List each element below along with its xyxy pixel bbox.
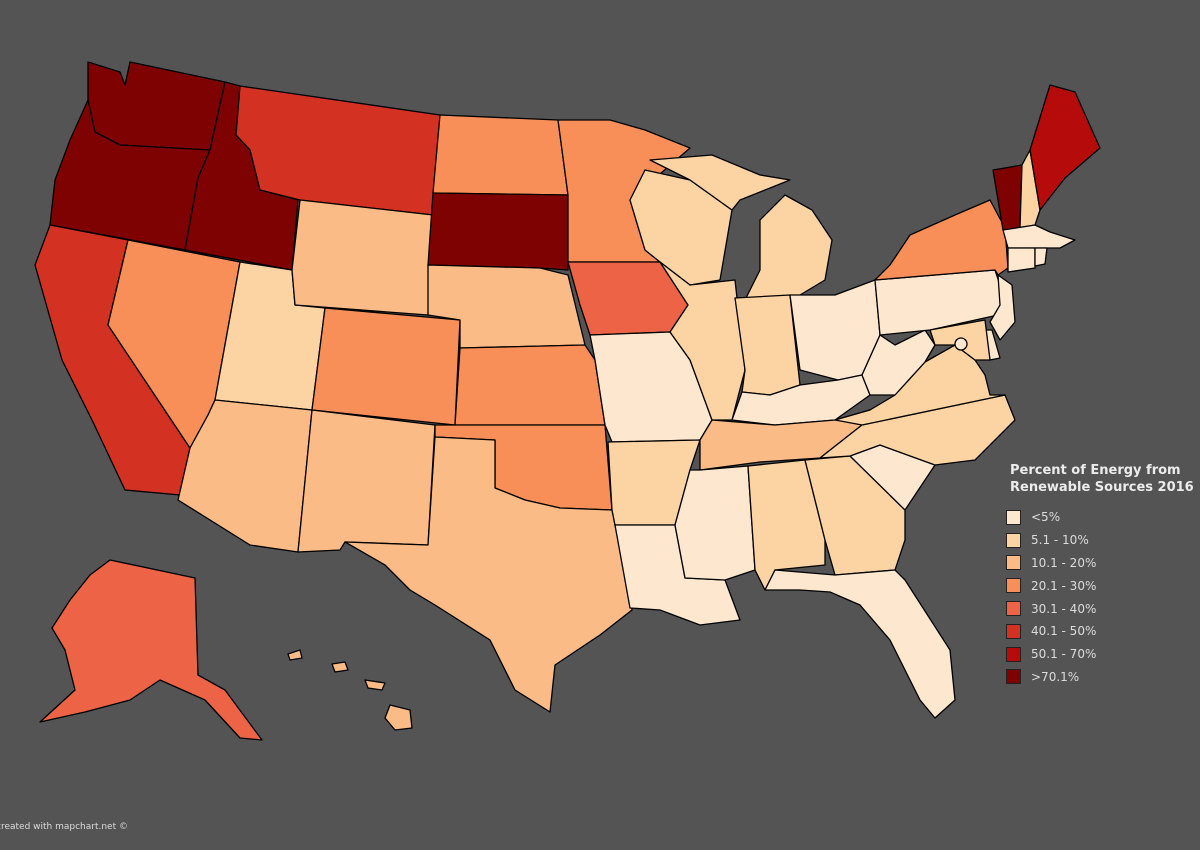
state-NM[interactable] [297, 409, 436, 553]
legend-item: 50.1 - 70% [1006, 643, 1196, 666]
legend-swatch [1006, 532, 1021, 548]
state-DC[interactable] [954, 337, 968, 351]
legend-label: 40.1 - 50% [1031, 624, 1097, 639]
legend-label: 30.1 - 40% [1031, 601, 1097, 616]
legend-title: Percent of Energy from Renewable Sources… [1010, 463, 1194, 495]
state-NJ[interactable] [989, 274, 1016, 341]
legend-swatch [1006, 669, 1021, 685]
state-NC[interactable] [819, 394, 1016, 466]
state-IN[interactable] [734, 294, 801, 396]
legend-item: 10.1 - 20% [1006, 552, 1196, 575]
state-NY[interactable] [874, 199, 1009, 281]
legend-item: 5.1 - 10% [1006, 529, 1196, 552]
state-FL[interactable] [764, 569, 956, 719]
state-CO[interactable] [311, 307, 461, 426]
legend-label: 50.1 - 70% [1031, 647, 1097, 662]
legend-items: <5% 5.1 - 10% 10.1 - 20% 20.1 - 30% 30.1 - 4… [1006, 506, 1196, 688]
state-MS[interactable] [674, 465, 756, 581]
state-IL[interactable] [659, 261, 746, 421]
legend-label: >70.1% [1031, 669, 1080, 684]
legend-swatch [1006, 601, 1021, 617]
legend-item: 20.1 - 30% [1006, 574, 1196, 597]
map-legend: Percent of Energy from Renewable Sources… [1006, 462, 1196, 688]
state-MI[interactable] [649, 154, 833, 301]
state-SD[interactable] [427, 192, 569, 271]
state-WY[interactable] [291, 199, 434, 316]
state-ND[interactable] [432, 114, 569, 196]
state-KS[interactable] [454, 344, 606, 426]
legend-item: 40.1 - 50% [1006, 620, 1196, 643]
state-CT[interactable] [1007, 247, 1036, 273]
legend-swatch [1006, 623, 1021, 639]
state-AK[interactable] [39, 559, 263, 741]
credit-text: created with mapchart.net © [0, 822, 128, 832]
legend-label: 20.1 - 30% [1031, 578, 1097, 593]
state-HI[interactable] [287, 649, 413, 731]
legend-label: 10.1 - 20% [1031, 555, 1097, 570]
state-NH[interactable] [1019, 149, 1041, 229]
state-ME[interactable] [1029, 84, 1101, 211]
legend-label: <5% [1031, 510, 1061, 525]
legend-swatch [1006, 509, 1021, 525]
state-WA[interactable] [87, 61, 226, 151]
state-TX[interactable] [344, 436, 633, 713]
legend-item: <5% [1006, 506, 1196, 529]
legend-item: >70.1% [1006, 666, 1196, 689]
legend-swatch [1006, 555, 1021, 571]
legend-swatch [1006, 578, 1021, 594]
state-RI[interactable] [1034, 247, 1048, 267]
legend-swatch [1006, 646, 1021, 662]
state-MA[interactable] [1002, 224, 1076, 249]
legend-label: 5.1 - 10% [1031, 533, 1089, 548]
legend-item: 30.1 - 40% [1006, 597, 1196, 620]
